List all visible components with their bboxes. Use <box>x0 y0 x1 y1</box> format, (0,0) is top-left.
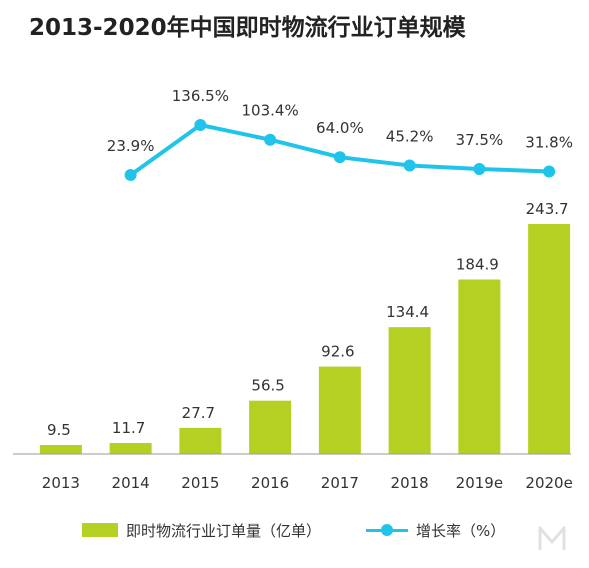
legend-bar-swatch <box>82 523 118 537</box>
bar-value-label: 9.5 <box>47 421 71 439</box>
bar-2019e <box>458 279 501 454</box>
bar-value-label: 184.9 <box>456 255 499 273</box>
x-tick-label: 2013 <box>42 474 80 492</box>
x-tick-label: 2016 <box>251 474 289 492</box>
bar-value-label: 243.7 <box>526 200 569 218</box>
bar-value-label: 134.4 <box>386 303 429 321</box>
chart-title: 2013-2020年中国即时物流行业订单规模 <box>29 15 466 41</box>
x-tick-label: 2019e <box>456 474 503 492</box>
bar-2015 <box>179 427 222 454</box>
growth-rate-label: 103.4% <box>242 102 299 120</box>
growth-rate-label: 45.2% <box>386 128 434 146</box>
x-tick-label: 2017 <box>321 474 359 492</box>
bar-value-label: 92.6 <box>321 343 354 361</box>
growth-point-2019e <box>473 162 486 175</box>
growth-rate-label: 64.0% <box>316 119 364 137</box>
x-tick-label: 2020e <box>525 474 572 492</box>
bar-2014 <box>109 442 152 454</box>
legend-growth-label: 增长率（%） <box>416 521 506 540</box>
x-tick-label: 2015 <box>181 474 219 492</box>
growth-rate-label: 136.5% <box>172 87 229 105</box>
growth-point-2020e <box>543 165 556 178</box>
growth-point-2015 <box>194 119 207 131</box>
legend-orders-label: 即时物流行业订单量（亿单） <box>126 521 322 540</box>
watermark-logo-icon <box>538 526 566 550</box>
growth-rate-label: 31.8% <box>525 133 573 151</box>
bar-value-label: 27.7 <box>182 404 215 422</box>
legend-line-swatch <box>366 523 408 537</box>
growth-point-2016 <box>264 133 277 146</box>
legend-orders: 即时物流行业订单量（亿单） <box>82 518 321 542</box>
growth-point-2018 <box>403 159 416 172</box>
bar-value-label: 11.7 <box>112 419 145 437</box>
growth-rate-label: 23.9% <box>107 137 155 155</box>
growth-point-2014 <box>124 169 137 181</box>
bar-2020e <box>528 224 571 454</box>
bar-value-label: 56.5 <box>251 377 284 395</box>
bar-2016 <box>249 400 292 454</box>
growth-point-2017 <box>333 151 346 164</box>
bar-2013 <box>39 445 82 454</box>
x-tick-label: 2018 <box>391 474 429 492</box>
bar-2017 <box>318 366 361 454</box>
legend-growth: 增长率（%） <box>366 518 505 542</box>
bar-2018 <box>388 327 431 454</box>
growth-rate-label: 37.5% <box>456 131 504 149</box>
x-tick-label: 2014 <box>112 474 150 492</box>
